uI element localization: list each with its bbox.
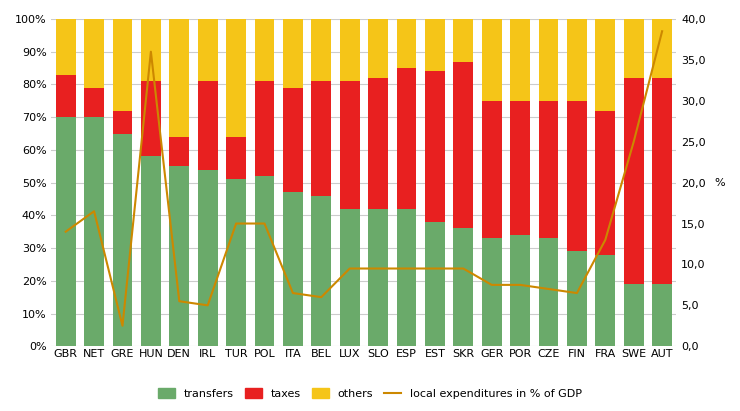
Bar bbox=[56, 75, 75, 117]
Bar bbox=[312, 81, 332, 196]
Bar bbox=[482, 19, 502, 101]
Bar bbox=[84, 19, 104, 88]
Bar bbox=[226, 137, 246, 179]
Bar bbox=[169, 19, 189, 137]
Bar bbox=[226, 179, 246, 346]
Bar bbox=[596, 19, 615, 111]
Bar bbox=[169, 166, 189, 346]
Bar bbox=[283, 88, 303, 192]
Bar bbox=[652, 19, 672, 78]
Bar bbox=[510, 235, 530, 346]
Bar bbox=[312, 19, 332, 81]
Bar bbox=[226, 19, 246, 137]
Bar bbox=[283, 19, 303, 88]
Bar bbox=[369, 209, 388, 346]
Bar bbox=[369, 78, 388, 209]
Bar bbox=[141, 81, 161, 157]
Bar bbox=[652, 78, 672, 284]
Bar bbox=[510, 101, 530, 235]
Bar bbox=[539, 238, 559, 346]
Bar bbox=[198, 81, 218, 169]
Bar bbox=[567, 101, 587, 252]
Bar bbox=[454, 229, 474, 346]
Bar bbox=[340, 19, 360, 81]
Bar bbox=[425, 19, 445, 72]
Y-axis label: %: % bbox=[714, 178, 725, 187]
Bar bbox=[567, 252, 587, 346]
Bar bbox=[539, 101, 559, 238]
Bar bbox=[397, 209, 417, 346]
Bar bbox=[56, 19, 75, 75]
Bar bbox=[255, 81, 275, 176]
Bar bbox=[141, 19, 161, 81]
Bar bbox=[624, 284, 644, 346]
Bar bbox=[283, 192, 303, 346]
Bar bbox=[397, 19, 417, 68]
Bar bbox=[340, 81, 360, 209]
Bar bbox=[482, 101, 502, 238]
Bar bbox=[454, 19, 474, 62]
Bar bbox=[112, 19, 132, 111]
Bar bbox=[624, 19, 644, 78]
Bar bbox=[255, 19, 275, 81]
Legend: transfers, taxes, others, local expenditures in % of GDP: transfers, taxes, others, local expendit… bbox=[154, 384, 586, 403]
Bar bbox=[340, 209, 360, 346]
Bar bbox=[425, 72, 445, 222]
Bar bbox=[84, 117, 104, 346]
Bar bbox=[369, 19, 388, 78]
Bar bbox=[454, 62, 474, 229]
Bar bbox=[397, 68, 417, 209]
Bar bbox=[56, 117, 75, 346]
Bar bbox=[482, 238, 502, 346]
Bar bbox=[425, 222, 445, 346]
Bar bbox=[567, 19, 587, 101]
Bar bbox=[510, 19, 530, 101]
Bar bbox=[312, 196, 332, 346]
Bar bbox=[652, 284, 672, 346]
Bar bbox=[624, 78, 644, 284]
Bar bbox=[141, 157, 161, 346]
Bar bbox=[596, 111, 615, 254]
Bar bbox=[198, 19, 218, 81]
Bar bbox=[112, 134, 132, 346]
Bar bbox=[112, 111, 132, 134]
Bar bbox=[198, 169, 218, 346]
Bar bbox=[596, 254, 615, 346]
Bar bbox=[539, 19, 559, 101]
Bar bbox=[169, 137, 189, 166]
Bar bbox=[255, 176, 275, 346]
Bar bbox=[84, 88, 104, 117]
